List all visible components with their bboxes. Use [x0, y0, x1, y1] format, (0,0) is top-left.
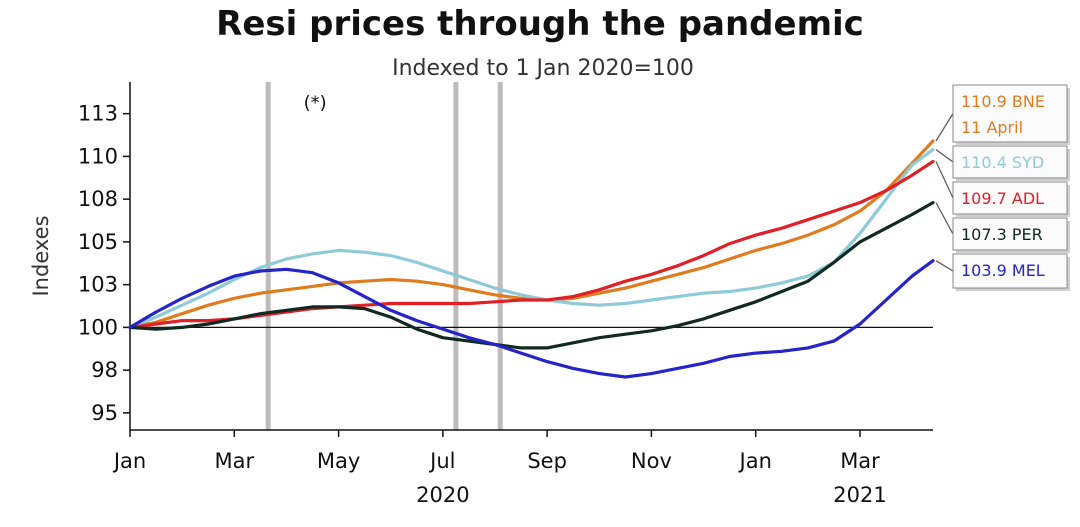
y-tick-label: 110: [78, 144, 118, 168]
x-tick-label: Mar: [840, 449, 880, 473]
x-tick-label: May: [317, 449, 360, 473]
x-tick-label: Jul: [428, 449, 455, 473]
label-leader-syd: [935, 149, 954, 163]
end-label-date: 11 April: [961, 118, 1023, 137]
pandemic-annotation: (*): [304, 93, 327, 114]
x-tick-label: Sep: [527, 449, 567, 473]
label-box-bne: [952, 84, 1068, 143]
y-tick-label: 98: [91, 358, 118, 382]
end-label-adl: 109.7 ADL: [961, 189, 1044, 208]
label-leader-bne: [935, 113, 954, 142]
series-line-per: [128, 201, 935, 350]
end-label-per: 107.3 PER: [961, 225, 1043, 244]
y-tick-label: 100: [78, 315, 118, 339]
end-label-bne: 110.9 BNE: [961, 92, 1045, 111]
label-leader-per: [935, 202, 954, 235]
chart-subtitle: Indexed to 1 Jan 2020=100: [392, 56, 694, 81]
y-tick-label: 108: [78, 187, 118, 211]
label-leader-mel: [935, 260, 954, 272]
end-label-syd: 110.4 SYD: [961, 153, 1044, 172]
y-tick-label: 105: [78, 230, 118, 254]
y-axis-label: Indexes: [29, 215, 53, 296]
y-tick-label: 95: [91, 401, 118, 425]
end-label-mel: 103.9 MEL: [961, 261, 1045, 280]
x-tick-label: Jan: [112, 449, 146, 473]
x-year-label: 2021: [833, 483, 886, 507]
label-box-per: [952, 217, 1068, 251]
y-tick-label: 113: [78, 102, 118, 126]
x-year-label: 2020: [416, 483, 469, 507]
x-tick-label: Jan: [738, 449, 772, 473]
x-tick-label: Nov: [631, 449, 672, 473]
label-leader-adl: [935, 161, 954, 199]
chart-title: Resi prices through the pandemic: [216, 4, 864, 44]
series-line-adl: [128, 159, 935, 329]
label-box-syd: [952, 145, 1068, 179]
series-line-syd: [128, 148, 935, 329]
y-tick-label: 103: [78, 273, 118, 297]
x-tick-label: Mar: [214, 449, 254, 473]
label-box-mel: [952, 253, 1068, 289]
label-box-adl: [952, 181, 1068, 215]
series-line-mel: [128, 259, 935, 379]
